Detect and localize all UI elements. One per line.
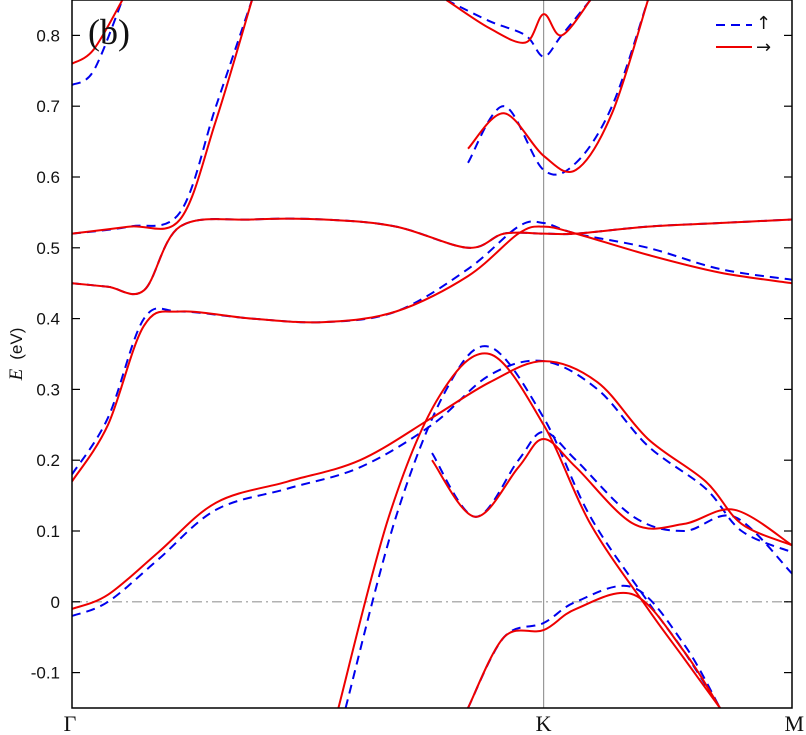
spin-down-band-4 (72, 0, 253, 235)
y-tick-label: 0.4 (36, 310, 60, 329)
svg-text:E (eV): E (eV) (6, 328, 27, 382)
y-tick-label: 0.2 (36, 451, 60, 470)
spin-up-band-7 (467, 584, 721, 708)
spin-down-band-5 (72, 0, 124, 65)
guide-lines (72, 0, 792, 708)
bands-group (72, 0, 792, 708)
spin-down-band-1 (72, 360, 792, 610)
y-tick-label: 0.3 (36, 380, 60, 399)
legend-label-up: ↑ (756, 13, 771, 34)
panel-label: (b) (88, 12, 130, 52)
y-tick-label: 0 (51, 593, 60, 612)
y-axis-ticks: -0.1 0 0.1 0.2 0.3 0.4 0.5 0.6 0.7 0.8 (31, 26, 792, 683)
spin-down-band-3 (72, 217, 792, 296)
spin-down-band-8 (431, 437, 792, 547)
y-axis-unit: (eV) (7, 328, 26, 360)
y-axis-symbol: E (6, 368, 27, 381)
y-tick-label: -0.1 (31, 664, 60, 683)
spin-up-band-8 (431, 430, 792, 575)
plot-frame (71, 0, 793, 709)
spin-down-band-2 (72, 225, 792, 482)
y-axis-label: E (eV) (6, 328, 27, 382)
spin-up-band-3 (72, 217, 792, 296)
y-tick-label: 0.7 (36, 97, 60, 116)
y-tick-label: 0.6 (36, 168, 60, 187)
spin-down-band-7 (467, 591, 721, 708)
legend-label-down: → (756, 37, 771, 58)
x-tick-label: K (536, 711, 552, 735)
spin-up-band-2 (72, 220, 792, 475)
spin-down-band-6 (337, 352, 721, 708)
legend: ↑ → (716, 13, 771, 58)
y-tick-label: 0.8 (36, 26, 60, 45)
spin-up-band-1 (72, 359, 792, 617)
spin-down-band-10 (467, 0, 649, 174)
y-tick-label: 0.5 (36, 239, 60, 258)
y-tick-label: 0.1 (36, 522, 60, 541)
spin-up-band-10 (467, 0, 649, 176)
x-tick-label: M (784, 711, 804, 735)
spin-down-band-9 (445, 0, 592, 44)
spin-up-band-5 (72, 0, 124, 86)
x-tick-label: Γ (64, 711, 77, 735)
spin-up-band-6 (344, 345, 721, 708)
